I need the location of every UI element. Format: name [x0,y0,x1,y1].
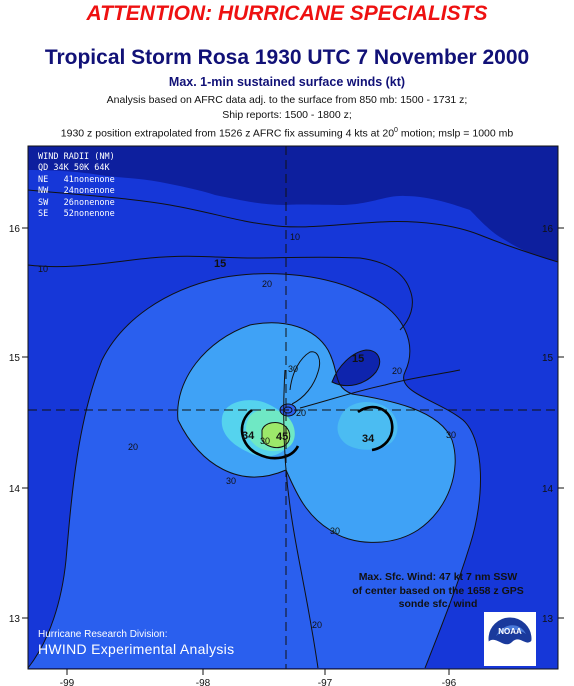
position-note-text: 1930 z position extrapolated from 1526 z… [60,127,395,140]
position-note: 1930 z position extrapolated from 1526 z… [0,127,574,140]
wind-radii-row: SW 26nonenone [38,198,115,209]
lat-tick-label: 16 [542,224,554,235]
contour-label: 10 [290,232,300,242]
wind-band-45kt [262,422,290,448]
contour-lines [28,189,558,669]
credit-division: Hurricane Research Division: [38,629,168,640]
longitude-labels: -99 -98 -97 -96 [60,678,457,686]
lat-tick-label: 13 [9,614,21,625]
lat-tick-label: 13 [542,614,554,625]
wind-minimum-15kt [332,350,380,386]
contour-10kt-north [28,189,558,263]
contour-20kt [28,273,481,669]
wind-radii-title: WIND RADII (NM) [38,152,115,162]
contour-label: 20 [392,366,402,376]
contour-label: 30 [260,436,270,446]
contour-label: 20 [128,442,138,452]
contour-label: 45 [276,431,288,443]
latitude-labels-right: 16 15 14 13 [542,224,554,625]
contour-label: 20 [312,620,322,630]
center-crosshair [28,146,558,669]
wind-radii-row: NE 41nonenone [38,175,115,186]
max-wind-line: of center based on the 1658 z GPS [352,584,524,597]
noaa-logo-text: NOAA [498,627,522,636]
contour-label: 30 [330,526,340,536]
contour-15kt-inner [331,349,381,387]
axis-ticks [22,227,564,675]
noaa-logo-icon: NOAA [484,612,536,666]
attention-heading: ATTENTION: HURRICANE SPECIALISTS [86,2,488,25]
storm-title: Tropical Storm Rosa 1930 UTC 7 November … [44,46,530,69]
lon-tick-label: -96 [442,678,457,686]
wind-radii-table: WIND RADII (NM) QD 34K 50K 64K NE 41none… [38,152,115,220]
contour-label: 30 [288,364,298,374]
ship-reports-note: Ship reports: 1500 - 1800 z; [222,109,352,121]
contour-label: 20 [296,408,306,418]
map-frame [27,145,559,670]
max-wind-line: sonde sfc. wind [398,598,478,610]
contour-label: 15 [352,353,364,365]
land-mass [28,146,558,262]
contour-label: 30 [226,476,236,486]
analysis-note: Analysis based on AFRC data adj. to the … [106,94,468,106]
quadrant-label: NW [38,186,49,197]
credit-product: HWIND Experimental Analysis [38,641,235,657]
degree-superscript: 0 [394,127,398,134]
radii-values: 24nonenone [63,186,115,197]
lat-tick-label: 14 [542,484,554,495]
lat-tick-label: 15 [542,353,554,364]
wind-band-30kt [177,322,456,543]
lat-tick-label: 14 [9,484,21,495]
lon-tick-label: -98 [196,678,211,686]
position-note-tail: motion; mslp = 1000 mb [397,127,514,140]
contour-20kt-south [283,369,319,669]
wind-radii-header: QD 34K 50K 64K [38,163,110,174]
radii-values: 41nonenone [63,174,115,185]
contour-label: 20 [262,279,272,289]
quadrant-label: NE [38,174,49,185]
contour-30kt-inner [289,351,321,405]
lat-tick-label: 15 [9,353,21,364]
contour-label: 30 [446,430,456,440]
wind-radii-row: SE 52nonenone [38,209,115,220]
max-wind-line: Max. Sfc. Wind: 47 kt 7 nm SSW [358,571,518,583]
contour-label: 34 [362,433,375,445]
contour-34kt-east [357,405,394,452]
lon-tick-label: -97 [318,678,333,686]
contour-label: 10 [38,264,48,274]
contour-45kt [261,422,291,449]
max-wind-annotation: Max. Sfc. Wind: 47 kt 7 nm SSW of center… [318,571,558,612]
contour-labels: 10 10 15 20 20 30 30 30 20 15 20 34 34 3… [38,232,456,630]
wind-radii-row: NW 24nonenone [38,186,115,197]
contour-label: 34 [242,430,255,442]
contour-20kt-inner [299,369,461,409]
lat-tick-label: 16 [9,224,21,235]
contour-label: 15 [214,258,226,270]
wind-band-34kt-east [337,402,398,450]
contour-34kt-lines [240,405,394,460]
radii-values: 26nonenone [63,197,115,208]
contour-34kt-west [240,408,300,460]
radii-values: 52nonenone [63,209,115,220]
contour-30kt [177,322,456,543]
contour-15kt [28,255,413,331]
quadrant-label: SE [38,209,49,220]
map-subtitle: Max. 1-min sustained surface winds (kt) [168,75,406,89]
quadrant-label: SW [38,197,49,208]
lon-tick-label: -99 [60,678,75,686]
latitude-labels-left: 16 15 14 13 [9,224,21,625]
